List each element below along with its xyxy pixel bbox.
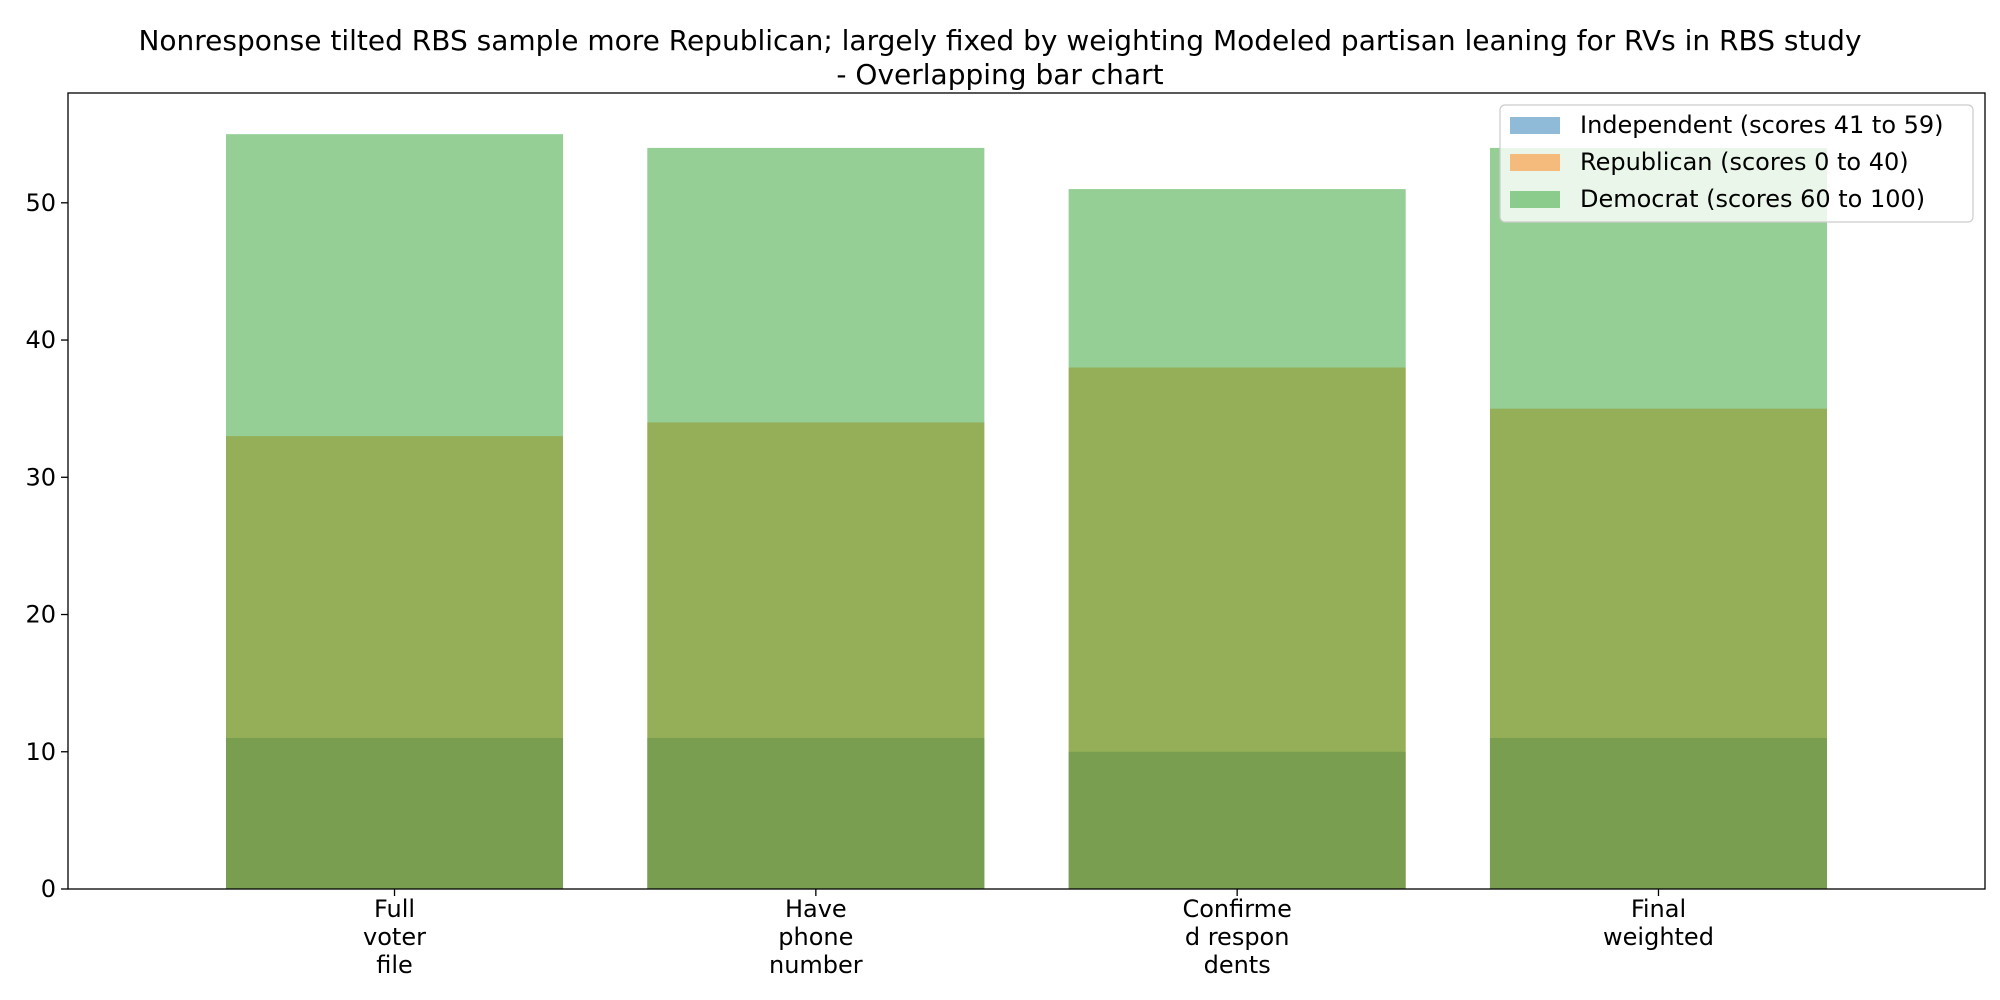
x-tick-label: number: [769, 951, 863, 979]
legend-label: Republican (scores 0 to 40): [1580, 148, 1909, 176]
y-tick-label: 0: [41, 875, 56, 903]
bars: [225, 134, 1827, 890]
bar-democrat-2: [1068, 189, 1406, 889]
legend-label: Independent (scores 41 to 59): [1580, 111, 1944, 139]
x-tick-label: phone: [778, 923, 853, 951]
chart-title-line: - Overlapping bar chart: [836, 58, 1163, 91]
x-tick-label: file: [376, 951, 413, 979]
legend-swatch-democrat: [1510, 191, 1560, 208]
legend-box: [1499, 104, 1974, 223]
x-tick-label: Final: [1631, 895, 1686, 923]
y-tick-label: 30: [25, 463, 56, 491]
legend-swatch-independent: [1510, 117, 1560, 134]
x-tick-label: Full: [374, 895, 415, 923]
legend-label: Democrat (scores 60 to 100): [1580, 185, 1925, 213]
legend-swatch-republican: [1510, 154, 1560, 171]
bar-democrat-3: [1489, 147, 1827, 889]
x-tick-label: voter: [363, 923, 426, 951]
y-axis: 0 10 20 30 40 50: [25, 189, 68, 903]
legend: Independent (scores 41 to 59) Republican …: [1499, 104, 1974, 223]
x-tick-label: d respon: [1185, 923, 1290, 951]
bar-democrat-1: [647, 147, 985, 889]
y-tick-label: 20: [25, 601, 56, 629]
chart-title-line: Nonresponse tilted RBS sample more Repub…: [138, 24, 1861, 57]
plot-area-frame: [67, 92, 1986, 890]
chart-title: Nonresponse tilted RBS sample more Repub…: [138, 24, 1861, 91]
x-tick-label: weighted: [1603, 923, 1714, 951]
y-tick-label: 50: [25, 189, 56, 217]
y-tick-label: 40: [25, 326, 56, 354]
y-tick-label: 10: [25, 738, 56, 766]
x-tick-label: Have: [785, 895, 847, 923]
x-tick-label: Confirme: [1182, 895, 1291, 923]
bar-democrat-0: [225, 134, 564, 890]
x-tick-label: dents: [1204, 951, 1271, 979]
